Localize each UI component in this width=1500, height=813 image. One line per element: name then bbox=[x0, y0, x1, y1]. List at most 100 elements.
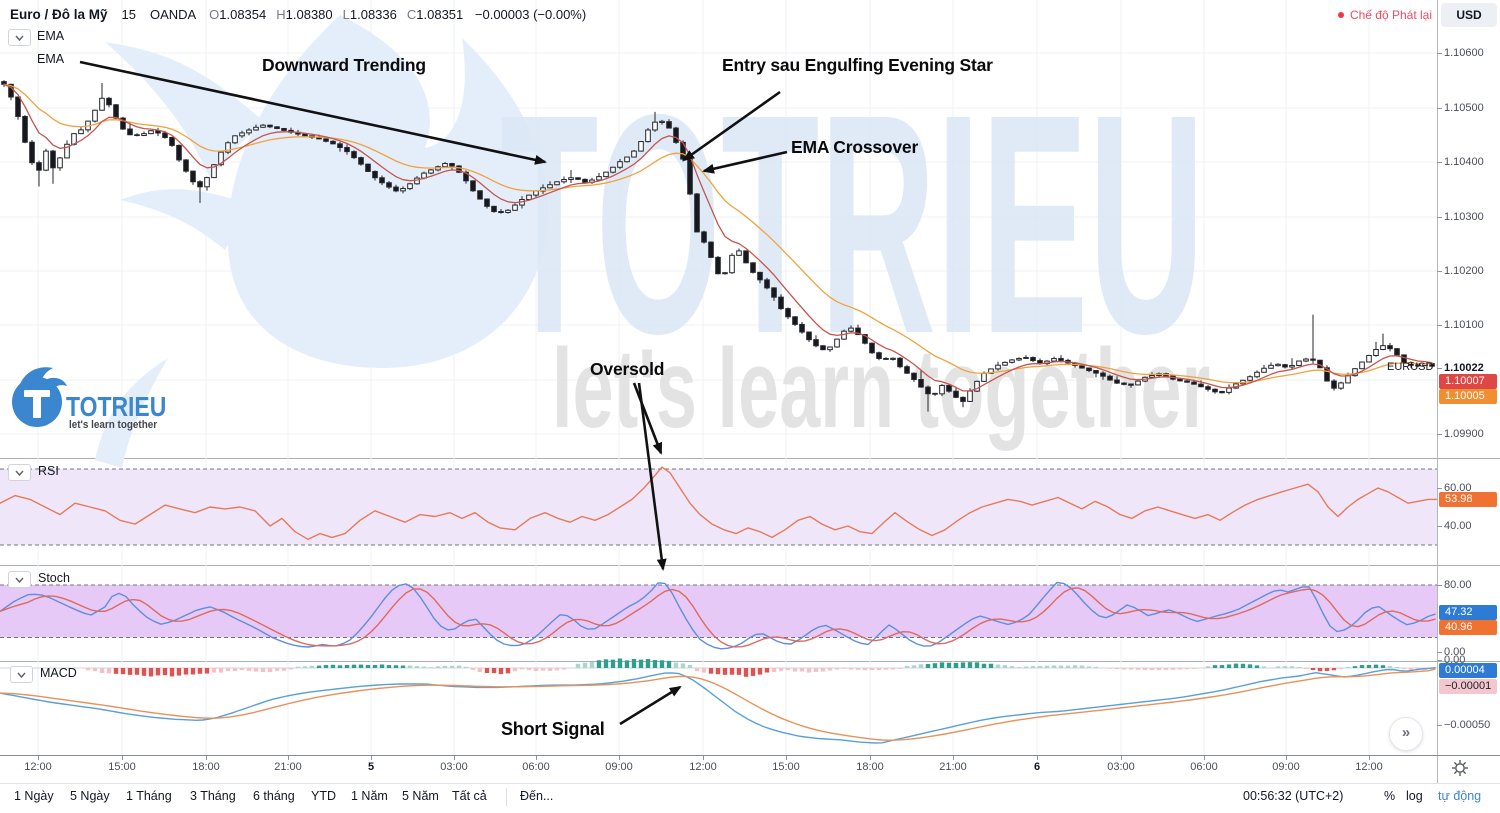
goto-date-button[interactable]: Đến... bbox=[520, 789, 554, 803]
ohlc-label: L bbox=[342, 7, 350, 22]
price-axis-label: 1.10100 bbox=[1444, 319, 1484, 331]
time-axis-label: 21:00 bbox=[274, 761, 302, 773]
range-button-5-ngày[interactable]: 5 Ngày bbox=[70, 789, 110, 803]
svg-text:let's learn together: let's learn together bbox=[69, 420, 157, 432]
stoch-value-badge: 40.96 bbox=[1439, 620, 1497, 635]
time-axis-label: 03:00 bbox=[1107, 761, 1135, 773]
range-button-5-năm[interactable]: 5 Năm bbox=[402, 789, 439, 803]
flame-watermark-icon bbox=[227, 15, 549, 368]
exchange-name[interactable]: OANDA bbox=[149, 7, 196, 22]
annotation-text: Entry sau Engulfing Evening Star bbox=[722, 55, 993, 75]
price-axis-tick bbox=[1437, 271, 1442, 272]
time-axis-tick bbox=[38, 756, 39, 760]
watermark-brand-text: TOTRIEU bbox=[500, 49, 1205, 398]
toolbar-divider bbox=[506, 788, 507, 806]
legend-ema1[interactable]: EMA bbox=[37, 29, 65, 43]
ohlc-value: 1.08336 bbox=[349, 7, 397, 22]
symbol-name[interactable]: Euro / Đô la Mỹ bbox=[10, 7, 108, 22]
time-axis-tick bbox=[953, 756, 954, 760]
range-button-1-năm[interactable]: 1 Năm bbox=[351, 789, 388, 803]
time-axis-label: 06:00 bbox=[1190, 761, 1218, 773]
main-pane-collapse-button[interactable] bbox=[8, 29, 31, 46]
range-button-1-tháng[interactable]: 1 Tháng bbox=[126, 789, 172, 803]
ohlc-value: 1.08354 bbox=[219, 7, 267, 22]
time-axis-tick bbox=[786, 756, 787, 760]
stoch-d-line bbox=[0, 587, 1436, 648]
range-button-1-ngày[interactable]: 1 Ngày bbox=[14, 789, 54, 803]
price-axis-tick bbox=[1437, 108, 1442, 109]
macd-line bbox=[0, 667, 1436, 744]
rsi-line bbox=[0, 466, 1437, 540]
legend-ema2[interactable]: EMA bbox=[37, 52, 65, 66]
price-axis-tick bbox=[1437, 325, 1442, 326]
chevron-down-icon bbox=[15, 577, 24, 583]
chevron-down-icon bbox=[17, 672, 26, 678]
macd-axis-tick bbox=[1437, 660, 1442, 661]
macd-pane-label[interactable]: MACD bbox=[40, 666, 77, 680]
ohlc-value: 1.08351 bbox=[416, 7, 464, 22]
range-button-6-tháng[interactable]: 6 tháng bbox=[253, 789, 295, 803]
ema-slow-value-badge: 1.10005 bbox=[1439, 389, 1497, 404]
annotation-arrow bbox=[637, 382, 667, 571]
replay-mode-button[interactable]: Chế độ Phát lại bbox=[1337, 8, 1432, 22]
time-axis-tick bbox=[1037, 756, 1038, 760]
time-axis-tick bbox=[1121, 756, 1122, 760]
ohlc-label: C bbox=[406, 7, 417, 22]
percent-scale-button[interactable]: % bbox=[1384, 789, 1396, 803]
scroll-right-button[interactable]: » bbox=[1389, 717, 1423, 751]
range-button-3-tháng[interactable]: 3 Tháng bbox=[190, 789, 236, 803]
rsi-pane-collapse-button[interactable] bbox=[8, 464, 31, 481]
brand-logo: TOTRIEU let's learn together bbox=[6, 366, 178, 437]
chevron-down-icon bbox=[15, 35, 24, 41]
time-axis-border bbox=[0, 755, 1500, 756]
price-axis-tick bbox=[1437, 162, 1442, 163]
annotation-arrow bbox=[682, 90, 781, 162]
currency-usd-button[interactable]: USD bbox=[1441, 3, 1497, 27]
pane-divider-rsi[interactable] bbox=[0, 458, 1500, 459]
pane-divider-macd[interactable] bbox=[0, 661, 1500, 662]
auto-scale-button[interactable]: tự động bbox=[1438, 789, 1482, 803]
annotation-arrow bbox=[702, 150, 788, 174]
time-axis-tick bbox=[288, 756, 289, 760]
stoch-axis-label: 80.00 bbox=[1444, 579, 1472, 591]
price-axis-tick bbox=[1437, 217, 1442, 218]
time-axis-tick bbox=[703, 756, 704, 760]
macd-signal-line bbox=[0, 668, 1436, 741]
replay-dot-icon bbox=[1337, 12, 1344, 18]
stoch-value-badge: 47.32 bbox=[1439, 605, 1497, 620]
macd-axis-label: −0.00050 bbox=[1444, 719, 1491, 731]
time-axis-tick bbox=[454, 756, 455, 760]
stoch-k-line bbox=[0, 581, 1436, 650]
time-axis-tick bbox=[1204, 756, 1205, 760]
gear-icon[interactable] bbox=[1449, 757, 1471, 779]
ohlc-label: H bbox=[276, 7, 286, 22]
stoch-pane-collapse-button[interactable] bbox=[8, 571, 31, 588]
symbol-header: Euro / Đô la Mỹ 15 OANDA O1.08354 H1.08380 L… bbox=[10, 7, 586, 22]
stoch-band bbox=[0, 585, 1437, 638]
time-axis-tick bbox=[1369, 756, 1370, 760]
annotation-text: Short Signal bbox=[501, 719, 605, 739]
stoch-axis-label: 0.00 bbox=[1444, 646, 1466, 658]
clock-label: 00:56:32 (UTC+2) bbox=[1243, 789, 1344, 803]
log-scale-button[interactable]: log bbox=[1406, 789, 1423, 803]
time-axis-tick bbox=[206, 756, 207, 760]
time-axis-label: 15:00 bbox=[108, 761, 136, 773]
macd-pane-collapse-button[interactable] bbox=[10, 666, 33, 683]
range-button-ytd[interactable]: YTD bbox=[311, 789, 336, 803]
time-axis-label: 21:00 bbox=[939, 761, 967, 773]
rsi-pane-label[interactable]: RSI bbox=[38, 464, 59, 478]
pane-divider-stoch[interactable] bbox=[0, 565, 1500, 566]
rsi-axis-tick bbox=[1437, 488, 1442, 489]
stoch-pane-label[interactable]: Stoch bbox=[38, 571, 70, 585]
interval-button[interactable]: 15 bbox=[121, 7, 136, 22]
time-axis-tick bbox=[536, 756, 537, 760]
annotation-arrow bbox=[79, 60, 547, 165]
range-button-tất-cả[interactable]: Tất cả bbox=[452, 789, 487, 803]
last-price-symbol-label: EURUSD bbox=[1387, 361, 1434, 373]
time-axis-label: 12:00 bbox=[24, 761, 52, 773]
svg-text:TOTRIEU: TOTRIEU bbox=[66, 392, 166, 423]
price-axis-label: 1.10400 bbox=[1444, 156, 1484, 168]
stoch-axis-tick bbox=[1437, 585, 1442, 586]
